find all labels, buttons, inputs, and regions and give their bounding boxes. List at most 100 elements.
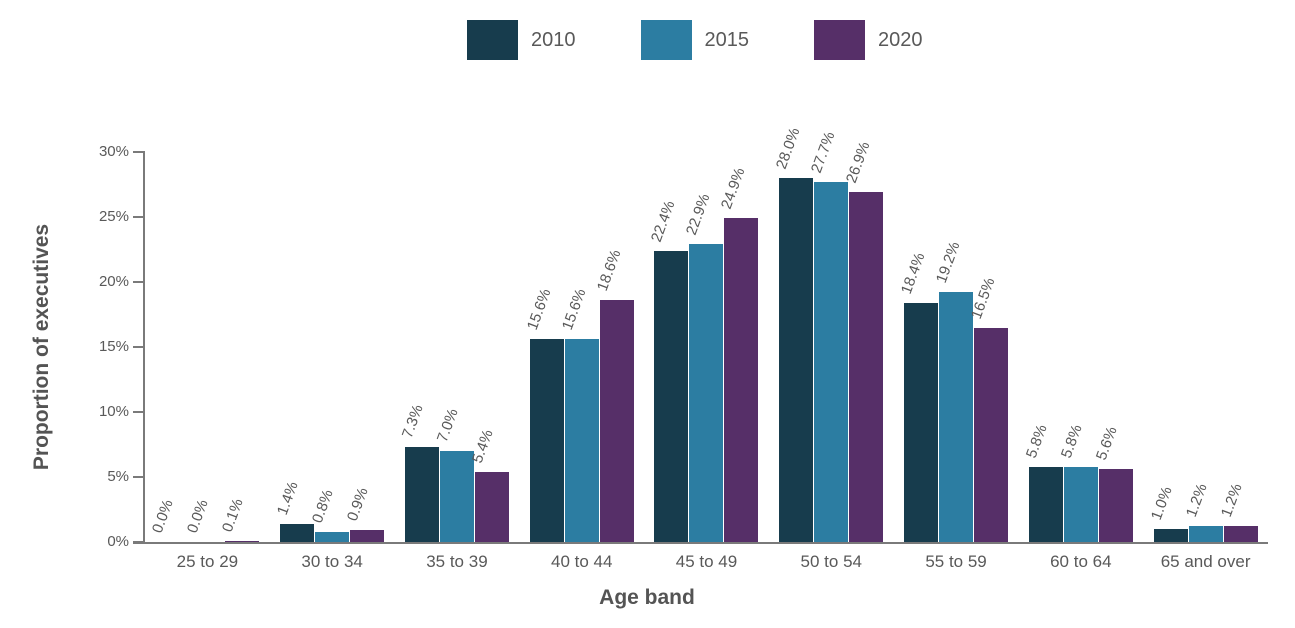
legend-label: 2020 (878, 28, 923, 51)
bar-group-25-to-29: 0.0% 0.0% 0.1% (145, 152, 270, 542)
bar-slot: 7.0% (434, 152, 474, 542)
bar-2015 (439, 451, 474, 542)
legend-swatch-2015 (640, 20, 692, 60)
bar-value-label: 28.0% (773, 125, 804, 172)
bar-2020 (599, 300, 634, 542)
bar-slot: 24.9% (718, 152, 759, 542)
bar-value-label: 1.0% (1147, 484, 1176, 523)
x-category-label: 55 to 59 (925, 552, 987, 571)
x-category-label: 65 and over (1160, 552, 1251, 571)
bar-2010 (904, 302, 939, 542)
bar-slot: 5.4% (469, 152, 509, 542)
bar-slot: 22.9% (683, 152, 724, 542)
y-tick (133, 541, 145, 543)
y-tick-label: 10% (98, 403, 129, 420)
bar-value-label: 0.0% (149, 497, 178, 536)
y-tick (133, 411, 145, 413)
bar-slot: 19.2% (933, 152, 974, 542)
bar-value-label: 16.5% (967, 275, 999, 321)
bar-2015 (814, 181, 849, 542)
bar-slot: 27.7% (808, 129, 849, 542)
bar-group-35-to-39: 7.3% 7.0% 5.4% (395, 152, 520, 542)
y-tick (133, 151, 145, 153)
legend-label: 2015 (704, 28, 750, 51)
bar-group-55-to-59: 18.4% 19.2% 16.5% (894, 152, 1019, 542)
bar-slot: 22.4% (648, 152, 689, 542)
bar-group-30-to-34: 1.4% 0.8% 0.9% (270, 152, 395, 542)
bar-2020 (724, 218, 759, 542)
legend-swatch-2020 (814, 20, 865, 60)
y-axis-line (143, 152, 145, 544)
bar-value-label: 18.4% (897, 250, 929, 297)
bar-2010 (280, 523, 315, 542)
bar-slot: 26.9% (843, 140, 884, 542)
bar-2020 (849, 192, 884, 542)
x-axis-line (133, 542, 1268, 544)
bar-value-label: 26.9% (843, 139, 874, 186)
bar-slot: 1.2% (1183, 152, 1223, 542)
bar-slot: 15.6% (524, 152, 564, 542)
y-tick-label: 20% (98, 273, 129, 290)
bar-slot: 7.3% (399, 152, 439, 542)
chart-legend: 2010 2015 2020 (467, 20, 923, 60)
y-tick-label: 5% (107, 468, 129, 485)
legend-item-2015: 2015 (640, 20, 750, 60)
x-category-label: 60 to 64 (1050, 552, 1112, 571)
legend-item-2020: 2020 (814, 20, 923, 60)
bar-slot: 5.8% (1023, 152, 1063, 542)
bar-slot: 5.6% (1093, 152, 1133, 542)
bar-value-label: 24.9% (718, 165, 749, 212)
bar-slot: 18.4% (898, 152, 939, 542)
bar-value-label: 22.9% (683, 191, 714, 238)
bar-group-50-to-54: 28.0% 27.7% 26.9% (769, 126, 894, 542)
bar-slot: 28.0% (773, 126, 814, 542)
x-category-label: 30 to 34 (301, 552, 363, 571)
bar-2020 (1098, 469, 1133, 542)
x-category-label: 40 to 44 (550, 552, 613, 571)
bar-2010 (654, 250, 689, 542)
x-category-label: 25 to 29 (176, 552, 239, 571)
bar-group-60-to-64: 5.8% 5.8% 5.6% (1018, 152, 1143, 542)
bar-slot: 0.0% (149, 152, 189, 542)
x-axis-title: Age band (599, 586, 695, 609)
legend-item-2010: 2010 (467, 20, 576, 60)
bar-slot: 5.8% (1058, 152, 1098, 542)
bar-slot: 1.4% (274, 152, 315, 542)
bar-2010 (779, 178, 814, 542)
legend-swatch-2010 (467, 20, 518, 60)
bar-value-label: 15.6% (523, 286, 555, 333)
bar-slot: 0.1% (219, 152, 260, 542)
y-tick-label: 30% (98, 143, 129, 160)
bar-2015 (564, 339, 599, 542)
bar-2010 (1153, 529, 1188, 542)
bar-value-label: 19.2% (932, 239, 964, 286)
y-tick-label: 0% (107, 533, 129, 550)
bar-slot: 1.2% (1218, 152, 1258, 542)
bar-slot: 18.6% (594, 152, 634, 542)
x-category-label: 35 to 39 (426, 552, 488, 571)
plot-area: 0% 5% 10% 15% 20% 25% 30% 0.0% 0.0% 0.1% 25 to 29 1… (99, 126, 1268, 571)
bar-2020 (1223, 526, 1258, 542)
bar-2010 (1028, 466, 1063, 542)
bar-2020 (974, 327, 1009, 542)
bar-slot: 0.8% (309, 152, 350, 542)
bar-slot: 15.6% (559, 152, 599, 542)
bar-2015 (315, 531, 350, 542)
bar-slot: 16.5% (968, 152, 1009, 542)
legend-label: 2010 (531, 28, 576, 51)
x-category-label: 45 to 49 (675, 552, 738, 571)
bar-value-label: 7.3% (398, 402, 427, 441)
y-tick-label: 15% (98, 338, 129, 355)
y-axis-title: Proportion of executives (30, 223, 53, 471)
y-tick (133, 346, 145, 348)
y-tick-label: 25% (98, 208, 129, 225)
bar-value-label: 15.6% (558, 286, 590, 333)
bar-2010 (404, 447, 439, 542)
bar-2015 (689, 244, 724, 542)
bar-2010 (529, 339, 564, 542)
bar-2015 (939, 292, 974, 542)
y-tick (133, 216, 145, 218)
bar-value-label: 18.6% (593, 247, 625, 294)
bar-slot: 0.0% (184, 152, 224, 542)
